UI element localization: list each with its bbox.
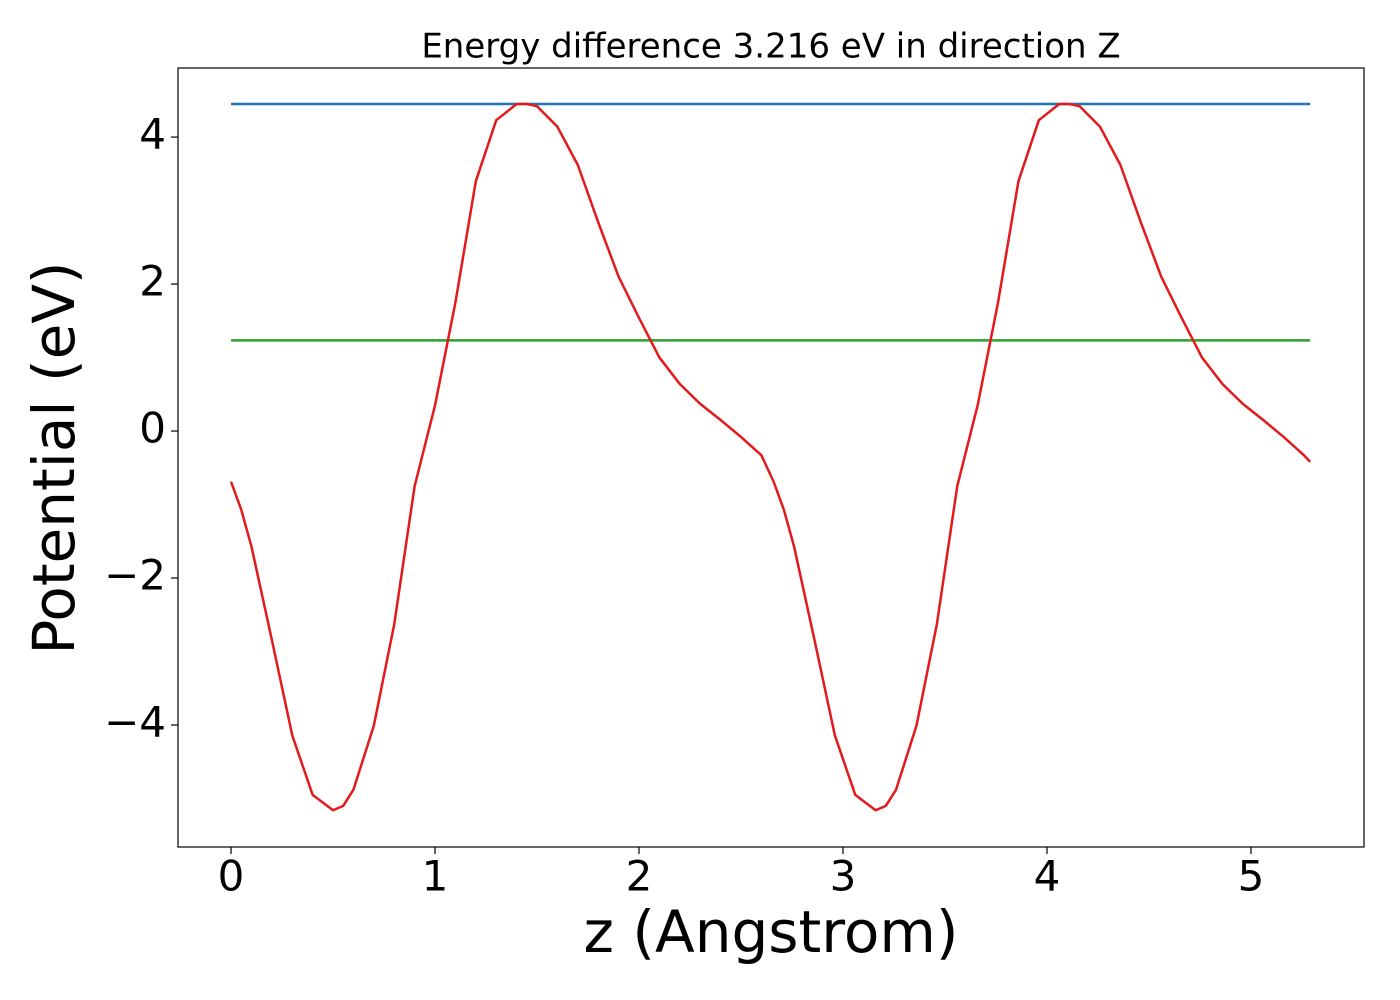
line-series [229, 102, 1312, 812]
y-tick-label: −2 [104, 551, 166, 600]
x-tick-label: 5 [1238, 852, 1265, 901]
x-axis-label: z (Angstrom) [584, 898, 959, 966]
plot-frame [177, 67, 1365, 848]
x-tick-label: 3 [830, 852, 857, 901]
y-tick-label: 0 [139, 404, 166, 453]
y-tick-label: 4 [139, 110, 166, 159]
x-tick-label: 2 [626, 852, 653, 901]
x-tick-label: 4 [1034, 852, 1061, 901]
y-tick-label: 2 [139, 257, 166, 306]
x-tick-label: 0 [218, 852, 245, 901]
chart-title: Energy difference 3.216 eV in direction … [421, 27, 1120, 67]
x-tick-label: 1 [422, 852, 449, 901]
y-axis-label: Potential (eV) [20, 261, 88, 654]
y-tick-label: −4 [104, 698, 166, 747]
